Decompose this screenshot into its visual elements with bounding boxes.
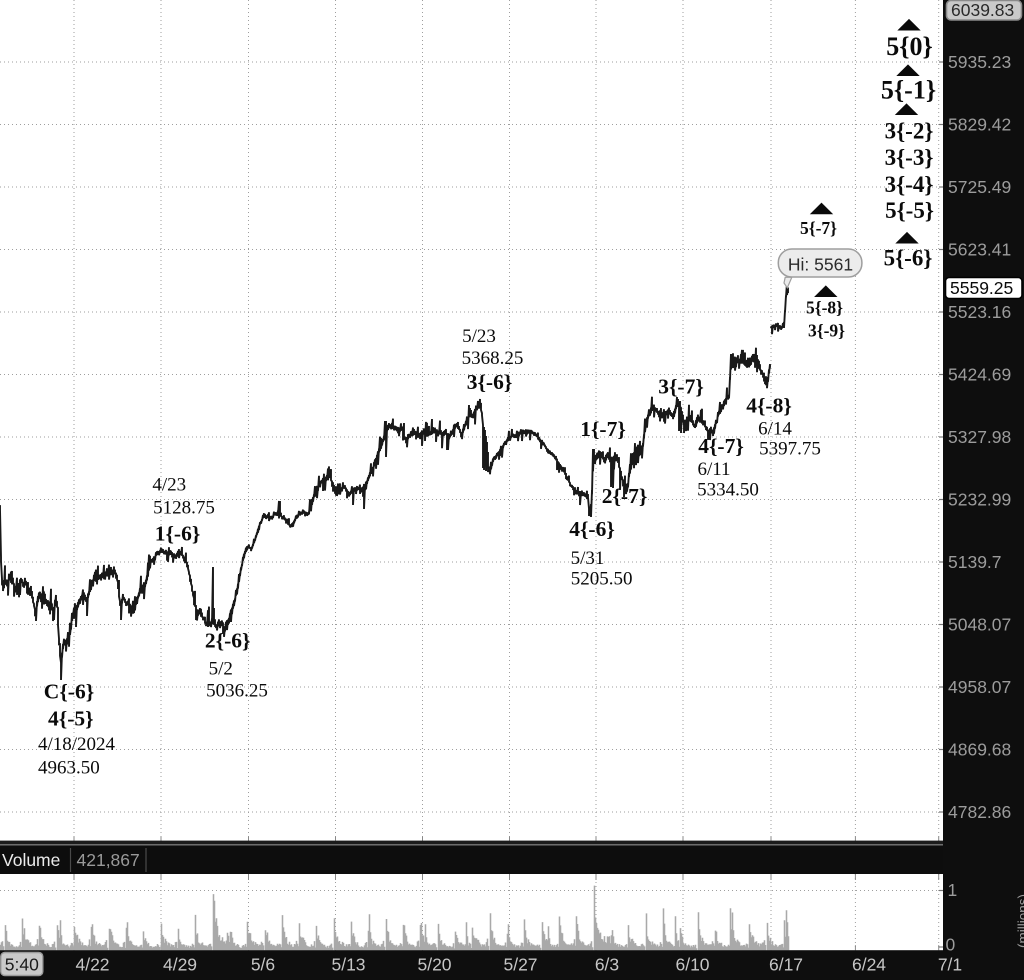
svg-text:5{-1}: 5{-1} (881, 76, 936, 105)
svg-text:4963.50: 4963.50 (38, 758, 100, 779)
svg-text:5{-8}: 5{-8} (806, 298, 843, 318)
svg-text:5:40: 5:40 (5, 955, 39, 975)
svg-text:4/23: 4/23 (152, 475, 186, 496)
svg-text:4/22: 4/22 (75, 955, 109, 975)
svg-text:5829.42: 5829.42 (948, 115, 1011, 135)
svg-text:3{-6}: 3{-6} (467, 370, 513, 394)
svg-text:(millions): (millions) (1016, 894, 1024, 948)
svg-text:3{-7}: 3{-7} (658, 375, 704, 399)
svg-text:3{-4}: 3{-4} (885, 172, 934, 197)
svg-text:0: 0 (946, 935, 956, 955)
svg-text:4{-5}: 4{-5} (48, 707, 94, 731)
svg-text:5935.23: 5935.23 (948, 52, 1011, 72)
svg-text:5523.16: 5523.16 (948, 302, 1011, 322)
svg-text:5/23: 5/23 (462, 326, 496, 347)
svg-text:5205.50: 5205.50 (571, 568, 633, 589)
svg-text:5{-6}: 5{-6} (884, 246, 933, 271)
svg-text:4/18/2024: 4/18/2024 (38, 734, 116, 755)
svg-text:Hi: 5561: Hi: 5561 (788, 255, 853, 275)
svg-text:6039.83: 6039.83 (951, 0, 1014, 20)
svg-text:3{-2}: 3{-2} (885, 119, 934, 144)
svg-text:6/11: 6/11 (697, 459, 730, 480)
svg-text:5725.49: 5725.49 (948, 177, 1011, 197)
svg-text:5139.7: 5139.7 (948, 552, 1002, 572)
svg-text:5{0}: 5{0} (886, 32, 933, 61)
svg-text:1: 1 (948, 880, 958, 900)
svg-text:6/10: 6/10 (675, 955, 709, 975)
svg-text:C{-6}: C{-6} (44, 680, 94, 704)
svg-text:5/31: 5/31 (571, 548, 605, 569)
svg-text:5{-7}: 5{-7} (800, 218, 837, 238)
svg-text:5128.75: 5128.75 (153, 498, 215, 519)
svg-text:5036.25: 5036.25 (206, 681, 268, 702)
svg-text:Volume: Volume (2, 850, 60, 870)
svg-text:5327.98: 5327.98 (948, 427, 1011, 447)
svg-text:4/29: 4/29 (163, 955, 197, 975)
svg-text:6/14: 6/14 (758, 418, 792, 439)
svg-text:1{-7}: 1{-7} (580, 417, 626, 441)
svg-text:5559.25: 5559.25 (950, 278, 1013, 298)
svg-text:4{-6}: 4{-6} (569, 517, 615, 541)
svg-text:5/2: 5/2 (209, 659, 233, 680)
svg-text:5424.69: 5424.69 (948, 365, 1011, 385)
svg-text:4958.07: 4958.07 (948, 677, 1011, 697)
svg-text:4782.86: 4782.86 (948, 802, 1011, 822)
svg-text:7/1: 7/1 (938, 955, 962, 975)
svg-text:4{-8}: 4{-8} (746, 394, 792, 418)
svg-text:4869.68: 4869.68 (948, 740, 1011, 760)
svg-text:3{-3}: 3{-3} (885, 145, 934, 170)
svg-text:5/13: 5/13 (331, 955, 365, 975)
svg-text:3{-9}: 3{-9} (808, 321, 845, 341)
svg-text:2{-7}: 2{-7} (602, 484, 648, 508)
svg-text:5334.50: 5334.50 (697, 480, 759, 501)
svg-text:421,867: 421,867 (77, 850, 140, 870)
svg-text:2{-6}: 2{-6} (205, 629, 251, 653)
svg-text:1{-6}: 1{-6} (155, 522, 201, 546)
svg-text:5/27: 5/27 (503, 955, 537, 975)
svg-text:5{-5}: 5{-5} (885, 198, 934, 223)
svg-text:5232.99: 5232.99 (948, 490, 1011, 510)
svg-text:5/20: 5/20 (417, 955, 451, 975)
svg-text:5397.75: 5397.75 (759, 439, 821, 460)
svg-text:4{-7}: 4{-7} (698, 434, 744, 458)
svg-text:6/24: 6/24 (852, 955, 886, 975)
svg-text:5048.07: 5048.07 (948, 615, 1011, 635)
svg-text:5368.25: 5368.25 (462, 348, 524, 369)
svg-text:5623.41: 5623.41 (948, 240, 1011, 260)
svg-text:6/17: 6/17 (769, 955, 803, 975)
svg-text:6/3: 6/3 (595, 955, 619, 975)
svg-text:5/6: 5/6 (251, 955, 275, 975)
